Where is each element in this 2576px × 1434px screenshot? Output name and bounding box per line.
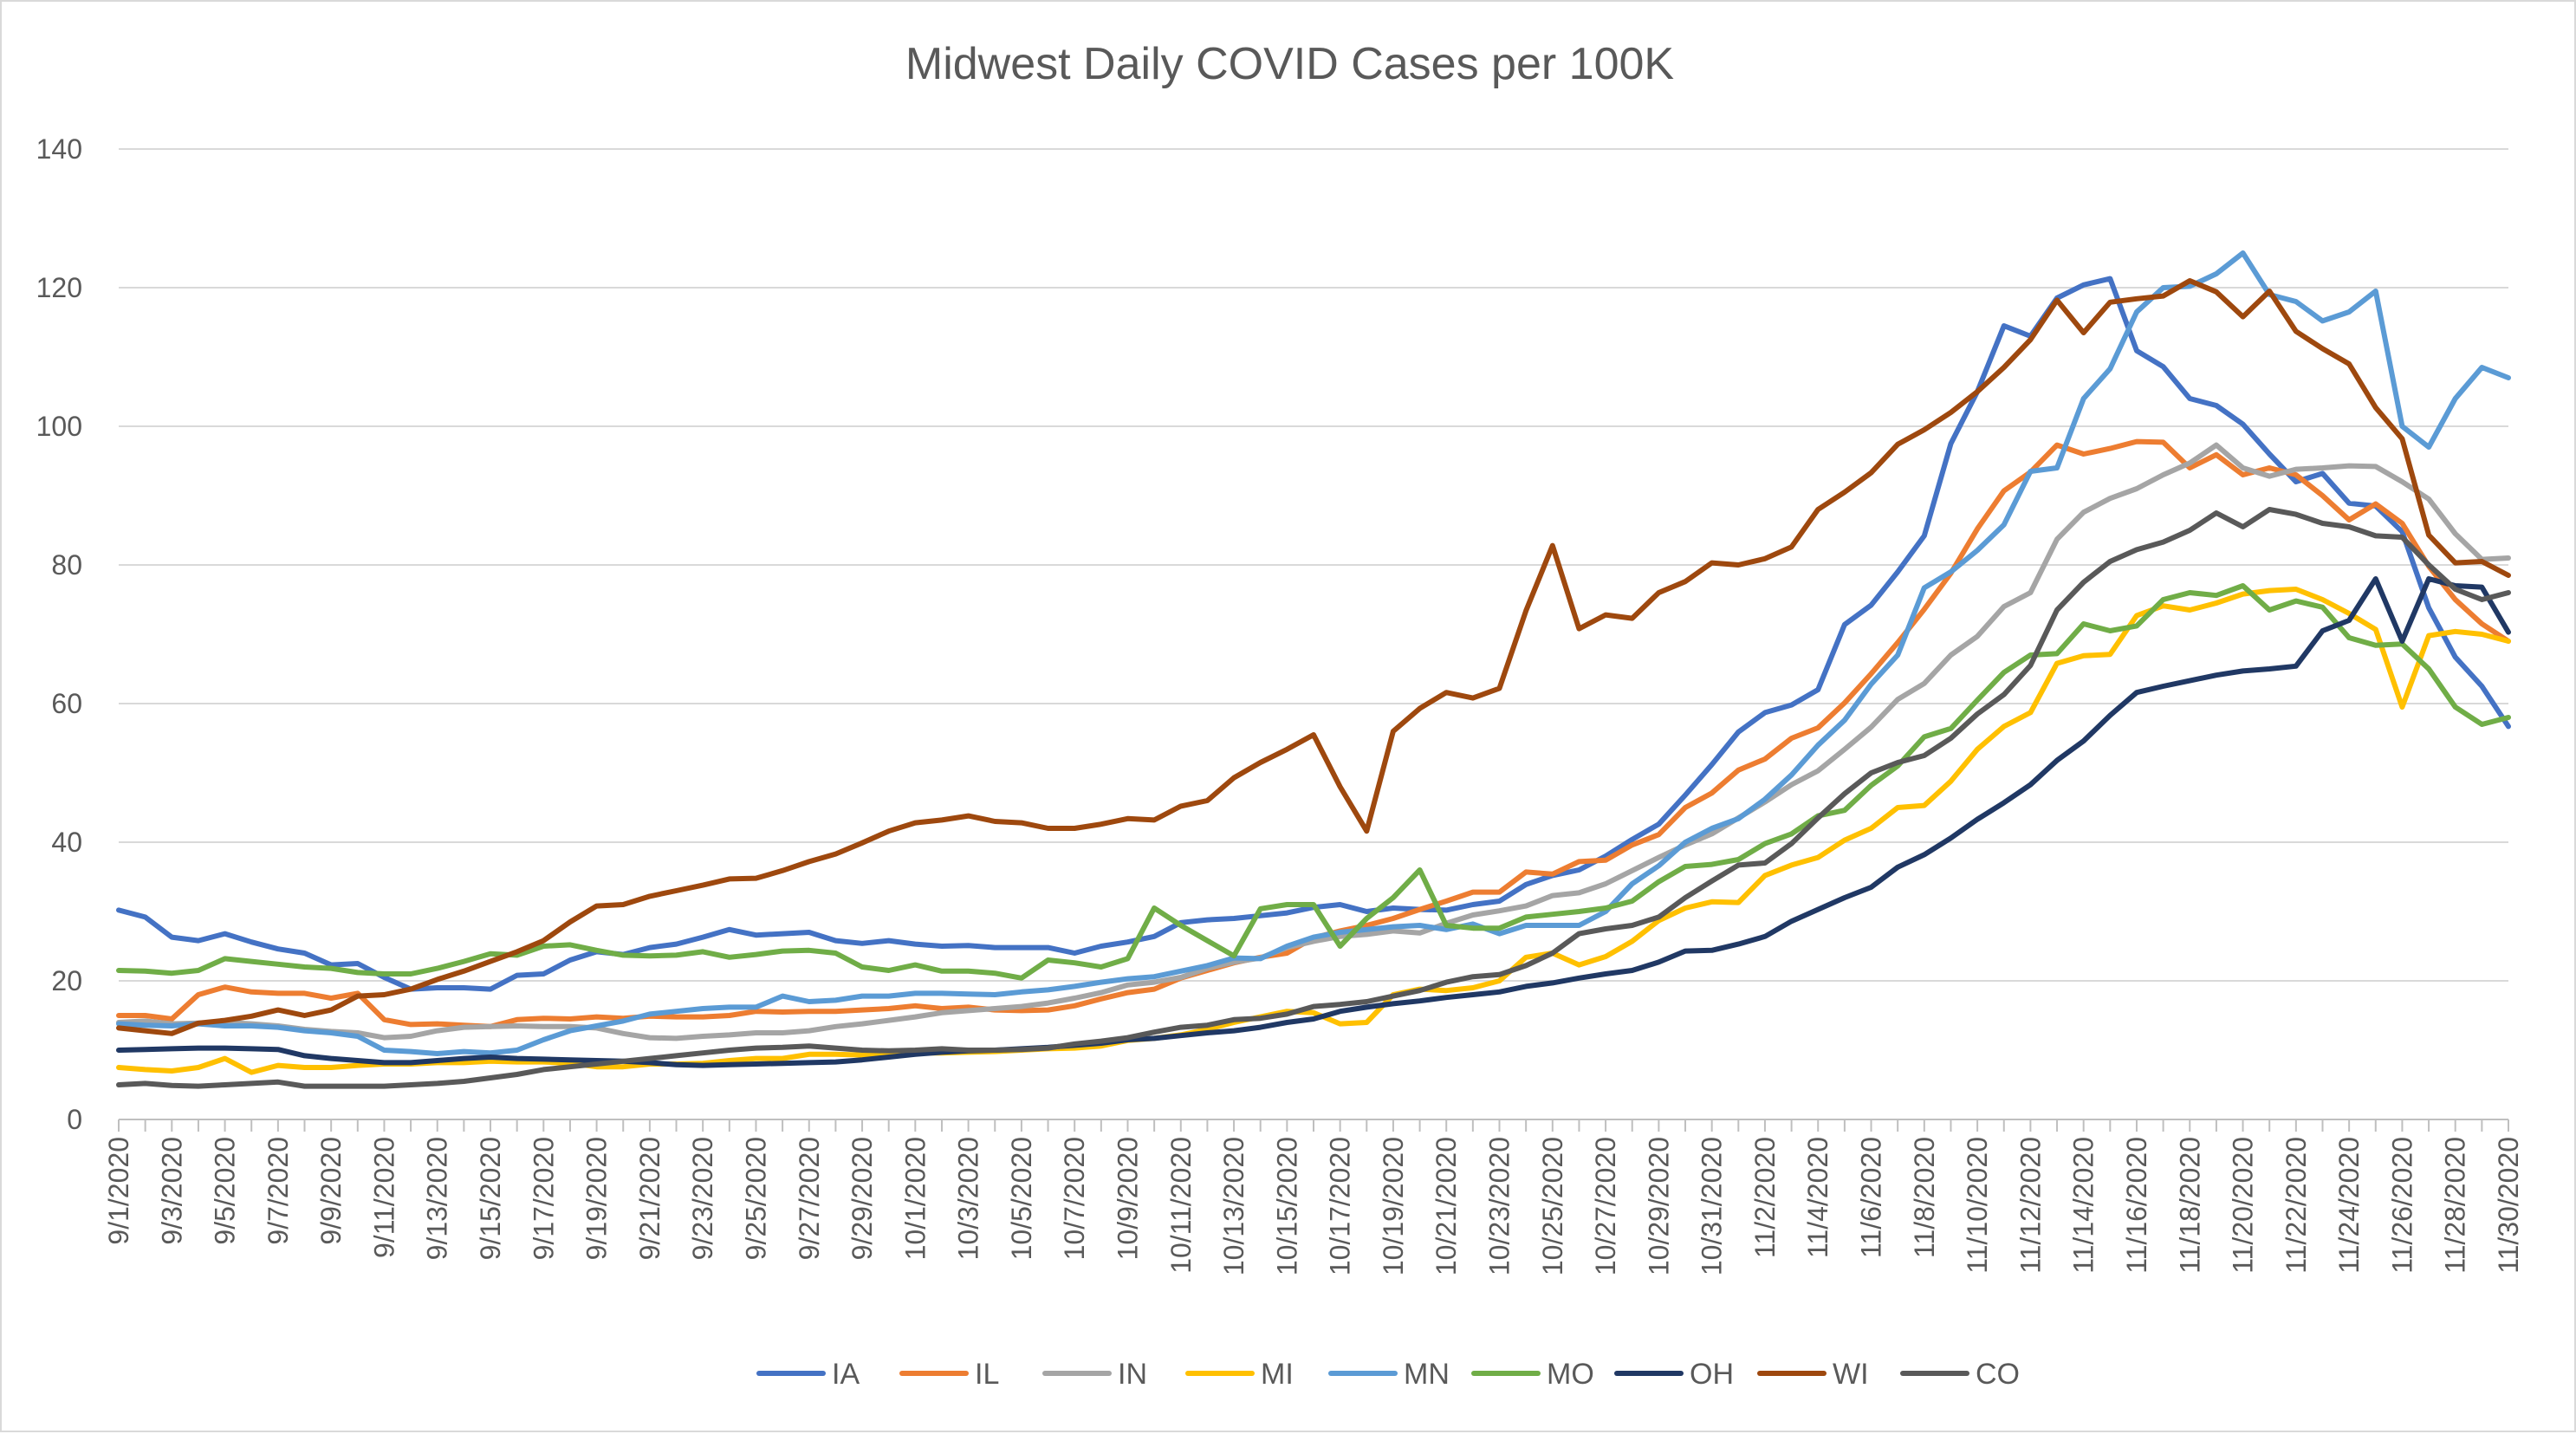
legend-label: IA: [832, 1358, 860, 1391]
x-tick-label: 9/25/2020: [740, 1137, 771, 1260]
x-tick-label: 10/17/2020: [1325, 1137, 1356, 1275]
x-tick-label: 10/5/2020: [1006, 1137, 1037, 1260]
series-line-wi: [116, 278, 2511, 1036]
x-tick-label: 10/3/2020: [953, 1137, 984, 1260]
legend-item-mi: MI: [1185, 1358, 1294, 1391]
series-line-oh: [116, 576, 2511, 1068]
gridlines: [119, 148, 2508, 982]
x-tick-label: 9/19/2020: [581, 1137, 613, 1260]
x-tick-label: 9/1/2020: [103, 1137, 134, 1245]
series-line-mo: [116, 583, 2511, 981]
x-tick-label: 9/3/2020: [156, 1137, 187, 1245]
series-line-mn: [116, 250, 2511, 1056]
legend-item-wi: WI: [1757, 1358, 1869, 1391]
legend-item-mn: MN: [1328, 1358, 1450, 1391]
x-tick-label: 9/13/2020: [422, 1137, 453, 1260]
x-tick-label: 10/7/2020: [1059, 1137, 1090, 1260]
legend-label: WI: [1833, 1358, 1869, 1391]
x-tick-label: 10/19/2020: [1378, 1137, 1409, 1275]
legend-item-mo: MO: [1471, 1358, 1594, 1391]
y-tick-label: 0: [67, 1104, 82, 1135]
legend-item-oh: OH: [1614, 1358, 1734, 1391]
x-tick-label: 9/11/2020: [368, 1137, 399, 1258]
x-tick-label: 11/28/2020: [2440, 1137, 2471, 1274]
series-line-in: [116, 442, 2511, 1041]
y-axis: 0 20 40 60 80 100 120 140: [36, 133, 82, 1135]
x-tick-label: 11/12/2020: [2015, 1137, 2046, 1274]
legend-label: MN: [1404, 1358, 1450, 1391]
x-tick-label: 11/26/2020: [2386, 1137, 2417, 1274]
x-tick-label: 9/27/2020: [794, 1137, 825, 1260]
x-tick-label: 10/1/2020: [899, 1137, 931, 1260]
y-tick-label: 20: [51, 965, 82, 996]
x-tick-label: 9/23/2020: [687, 1137, 718, 1260]
legend-item-ia: IA: [756, 1358, 860, 1391]
x-tick-label: 11/18/2020: [2174, 1137, 2205, 1274]
chart-title: Midwest Daily COVID Cases per 100K: [905, 39, 1675, 89]
y-tick-label: 60: [51, 688, 82, 719]
x-tick-label: 10/25/2020: [1537, 1137, 1568, 1275]
legend-label: MI: [1261, 1358, 1294, 1391]
x-tick-label: 10/31/2020: [1697, 1137, 1728, 1275]
x-tick-label: 11/2/2020: [1749, 1137, 1781, 1258]
legend-item-in: IN: [1042, 1358, 1147, 1391]
legend-item-il: IL: [899, 1358, 999, 1391]
legend-label: IN: [1118, 1358, 1147, 1391]
series-line-mi: [116, 587, 2511, 1075]
x-tick-label: 11/14/2020: [2068, 1137, 2099, 1274]
x-tick-label: 9/29/2020: [847, 1137, 878, 1260]
x-tick-label: 11/20/2020: [2228, 1137, 2259, 1274]
x-tick-label: 10/27/2020: [1590, 1137, 1621, 1275]
legend: IA IL IN MI MN MO OH WI CO: [756, 1358, 2020, 1391]
series-line-ia: [116, 276, 2511, 992]
legend-item-co: CO: [1900, 1358, 2020, 1391]
x-tick-label: 11/10/2020: [1962, 1137, 1993, 1274]
x-axis: [118, 1119, 2509, 1132]
x-tick-label: 11/4/2020: [1802, 1137, 1833, 1258]
x-tick-label: 10/29/2020: [1643, 1137, 1674, 1275]
y-tick-label: 120: [36, 272, 82, 303]
x-tick-label: 10/21/2020: [1431, 1137, 1462, 1275]
x-tick-label: 10/11/2020: [1165, 1137, 1197, 1274]
x-tick-label: 9/21/2020: [634, 1137, 665, 1260]
y-tick-label: 100: [36, 411, 82, 442]
x-tick-label: 11/24/2020: [2333, 1137, 2365, 1274]
series-line-co: [116, 507, 2511, 1089]
x-tick-label: 10/23/2020: [1484, 1137, 1515, 1275]
legend-label: CO: [1976, 1358, 2020, 1391]
x-tick-label: 11/8/2020: [1909, 1137, 1940, 1258]
x-tick-label: 11/30/2020: [2493, 1137, 2524, 1274]
x-tick-label: 9/7/2020: [263, 1137, 294, 1245]
legend-label: OH: [1690, 1358, 1734, 1391]
x-tick-label: 9/5/2020: [210, 1137, 241, 1245]
y-tick-label: 140: [36, 133, 82, 165]
x-tick-label: 11/16/2020: [2121, 1137, 2152, 1274]
legend-label: MO: [1547, 1358, 1594, 1391]
x-axis-tick-labels: 9/1/2020 9/3/2020 9/5/2020 9/7/2020 9/9/2020…: [103, 1137, 2524, 1275]
y-tick-label: 80: [51, 549, 82, 581]
series-lines: [116, 250, 2511, 1089]
x-tick-label: 10/13/2020: [1218, 1137, 1249, 1275]
x-tick-label: 9/17/2020: [528, 1137, 559, 1260]
x-tick-label: 9/15/2020: [475, 1137, 506, 1260]
x-tick-label: 11/22/2020: [2281, 1137, 2312, 1274]
legend-label: IL: [975, 1358, 999, 1391]
x-tick-label: 10/15/2020: [1271, 1137, 1302, 1275]
x-tick-label: 11/6/2020: [1856, 1137, 1887, 1258]
x-tick-label: 9/9/2020: [315, 1137, 347, 1245]
y-tick-label: 40: [51, 827, 82, 858]
x-tick-label: 10/9/2020: [1112, 1137, 1143, 1260]
